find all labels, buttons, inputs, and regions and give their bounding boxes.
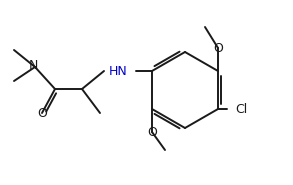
Text: N: N bbox=[28, 58, 38, 71]
Text: O: O bbox=[37, 107, 47, 120]
Text: O: O bbox=[147, 125, 157, 139]
Text: Cl: Cl bbox=[235, 102, 247, 115]
Text: HN: HN bbox=[109, 65, 127, 78]
Text: O: O bbox=[213, 41, 223, 55]
